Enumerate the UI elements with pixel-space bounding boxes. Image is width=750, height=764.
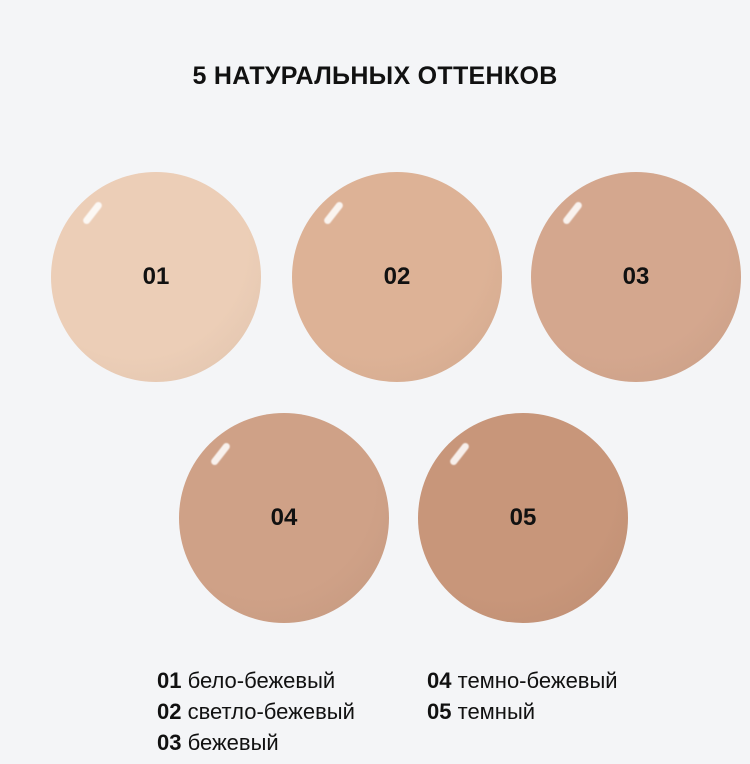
legend-code: 05: [427, 699, 452, 724]
shade-swatch-02: 02: [292, 172, 502, 382]
shade-legend-right: 04 темно-бежевый 05 темный: [427, 665, 618, 727]
gloss-highlight-icon: [81, 200, 104, 226]
legend-name: бело-бежевый: [187, 668, 336, 693]
shade-code: 02: [383, 263, 411, 290]
shade-code: 05: [509, 504, 537, 531]
legend-code: 01: [157, 668, 182, 693]
gloss-highlight-icon: [322, 200, 345, 226]
legend-name: темный: [457, 699, 536, 724]
shade-swatch-04: 04: [179, 413, 389, 623]
shade-swatch-01: 01: [51, 172, 261, 382]
legend-name: темно-бежевый: [457, 668, 618, 693]
shade-legend-left: 01 бело-бежевый 02 светло-бежевый 03 беж…: [157, 665, 355, 758]
legend-item: 05 темный: [427, 696, 618, 727]
shade-code: 03: [622, 263, 650, 290]
legend-name: бежевый: [187, 730, 279, 755]
gloss-highlight-icon: [209, 441, 232, 467]
legend-code: 03: [157, 730, 182, 755]
legend-item: 03 бежевый: [157, 727, 355, 758]
shade-code: 04: [270, 504, 298, 531]
legend-item: 04 темно-бежевый: [427, 665, 618, 696]
legend-item: 02 светло-бежевый: [157, 696, 355, 727]
gloss-highlight-icon: [561, 200, 584, 226]
shade-swatch-05: 05: [418, 413, 628, 623]
shade-code: 01: [142, 263, 170, 290]
legend-code: 02: [157, 699, 182, 724]
legend-item: 01 бело-бежевый: [157, 665, 355, 696]
legend-name: светло-бежевый: [187, 699, 355, 724]
page-title: 5 НАТУРАЛЬНЫХ ОТТЕНКОВ: [192, 62, 558, 90]
gloss-highlight-icon: [448, 441, 471, 467]
legend-code: 04: [427, 668, 452, 693]
shade-swatch-03: 03: [531, 172, 741, 382]
